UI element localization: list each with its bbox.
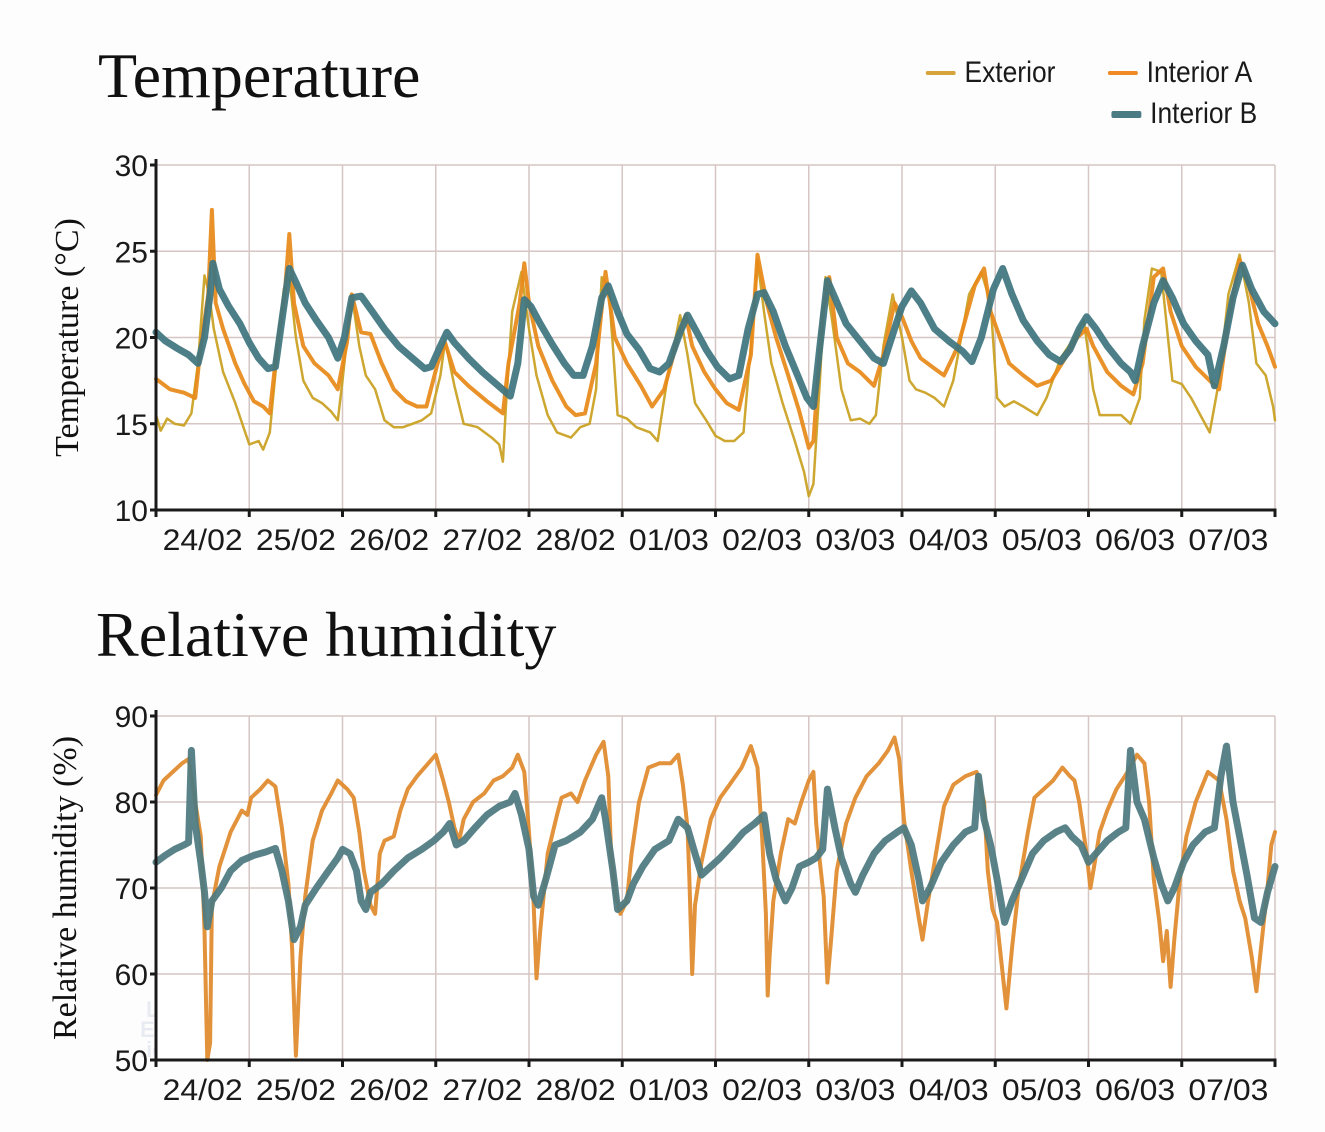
y-tick-label: 30 xyxy=(115,150,148,183)
x-tick-label: 03/03 xyxy=(815,524,895,557)
x-tick-label: 28/02 xyxy=(536,524,616,557)
x-tick-label: 01/03 xyxy=(629,1074,709,1107)
x-tick-label: 07/03 xyxy=(1188,524,1268,557)
temperature-chart-title: Temperature xyxy=(98,40,421,111)
x-tick-label: 24/02 xyxy=(163,524,243,557)
y-axis-title: Temperature (°C) xyxy=(49,218,86,457)
y-tick-label: 60 xyxy=(115,959,148,992)
series-line-interior-a xyxy=(154,207,1277,450)
legend-swatch-exterior xyxy=(925,71,956,75)
y-tick-label: 25 xyxy=(115,236,148,269)
x-tick-label: 07/03 xyxy=(1188,1074,1268,1107)
x-tick-label: 03/03 xyxy=(815,1074,895,1107)
legend-label-exterior: Exterior xyxy=(964,56,1056,89)
legend-label-interior-b: Interior B xyxy=(1150,97,1258,130)
legend-swatch-interior-b xyxy=(1111,110,1142,118)
x-tick-label: 05/03 xyxy=(1002,1074,1082,1107)
x-tick-label: 28/02 xyxy=(536,1074,616,1107)
y-tick-label: 80 xyxy=(115,787,148,820)
series-line-interior-b xyxy=(152,259,1279,410)
x-tick-label: 05/03 xyxy=(1002,524,1082,557)
humidity-chart-title: Relative humidity xyxy=(96,599,557,670)
x-tick-label: 27/02 xyxy=(442,524,522,557)
x-tick-label: 06/03 xyxy=(1095,1074,1175,1107)
x-tick-label: 26/02 xyxy=(349,1074,429,1107)
legend-swatch-interior-a xyxy=(1107,71,1138,75)
x-tick-label: 02/03 xyxy=(722,1074,802,1107)
axes xyxy=(154,710,1277,1067)
x-tick-label: 27/02 xyxy=(442,1074,522,1107)
x-tick-label: 06/03 xyxy=(1095,524,1175,557)
y-tick-label: 15 xyxy=(115,409,148,442)
humidity-chart: 50 60 70 80 90 24/02 25/02 26/02 27/02 28/02 01/03… xyxy=(47,701,1279,1107)
x-tick-label: 25/02 xyxy=(256,524,336,557)
x-tick-label: 04/03 xyxy=(909,1074,989,1107)
y-tick-label: 20 xyxy=(115,323,148,356)
legend-item-interior-a: Interior A xyxy=(1107,56,1253,90)
y-tick-label: 50 xyxy=(115,1045,148,1078)
x-tick-label: 24/02 xyxy=(163,1074,243,1107)
x-tick-label: 25/02 xyxy=(256,1074,336,1107)
y-tick-label: 90 xyxy=(115,701,148,734)
y-axis-title: Relative humidity (%) xyxy=(47,736,84,1040)
axes xyxy=(154,159,1277,517)
y-tick-label: 10 xyxy=(115,495,148,528)
series-line-interior-b xyxy=(152,742,1279,944)
legend-item-exterior: Exterior xyxy=(925,56,1056,90)
x-tick-label: 01/03 xyxy=(629,524,709,557)
x-tick-label: 04/03 xyxy=(909,524,989,557)
x-tick-label: 02/03 xyxy=(722,524,802,557)
series-line-interior-a xyxy=(154,735,1277,1062)
legend-item-interior-b: Interior B xyxy=(1111,97,1257,131)
legend-label-interior-a: Interior A xyxy=(1146,56,1253,89)
y-tick-label: 70 xyxy=(115,873,148,906)
temperature-chart: 10 15 20 25 30 24/02 25/02 26/02 27/02 28/02 01/03… xyxy=(49,150,1279,557)
x-tick-label: 26/02 xyxy=(349,524,429,557)
